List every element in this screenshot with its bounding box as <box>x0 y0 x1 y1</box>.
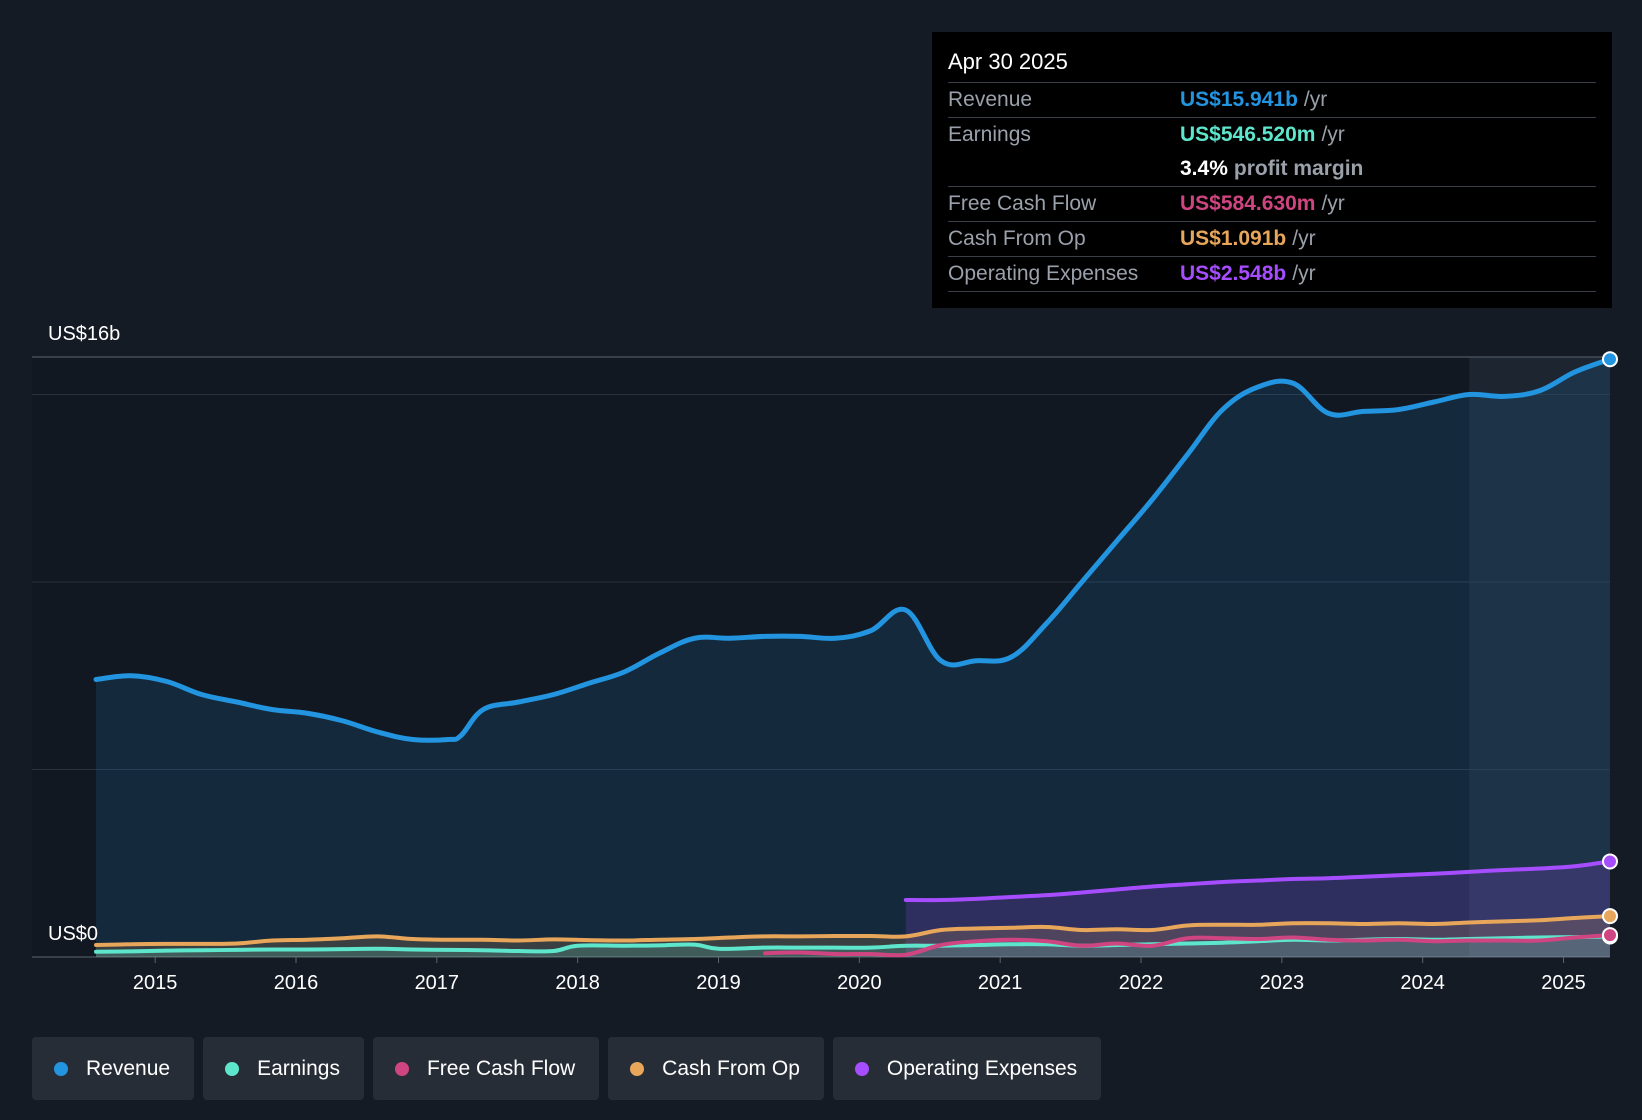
tooltip-value: US$1.091b <box>1180 227 1287 250</box>
free-cash-flow-line <box>762 933 1612 958</box>
x-tick-label: 2015 <box>133 972 178 994</box>
operating-expenses-end-point <box>1602 853 1618 870</box>
operating-expenses-area <box>905 861 1610 957</box>
legend-dot-icon <box>54 1061 68 1076</box>
legend-item-revenue[interactable]: Revenue <box>32 1037 195 1100</box>
legend-label: Earnings <box>257 1056 340 1080</box>
legend-dot-icon <box>630 1061 645 1076</box>
x-tick-label: 2017 <box>415 972 460 994</box>
y-axis-max-label: US$16b <box>48 323 120 345</box>
profit-margin-text: profit margin <box>1233 157 1364 180</box>
tooltip-unit: /yr <box>1321 192 1345 215</box>
tooltip-value: US$584.630m <box>1180 192 1316 215</box>
tooltip-row-fcf: Free Cash Flow US$584.630m /yr <box>948 187 1596 222</box>
tooltip-unit: /yr <box>1321 123 1345 146</box>
x-tick-label: 2024 <box>1400 972 1445 994</box>
tooltip-date: Apr 30 2025 <box>948 46 1596 83</box>
tooltip-label: Operating Expenses <box>948 262 1139 285</box>
tooltip-label: Cash From Op <box>948 227 1086 250</box>
legend-dot-icon <box>225 1061 240 1076</box>
x-tick-label: 2019 <box>696 972 741 994</box>
legend-item-free-cash-flow[interactable]: Free Cash Flow <box>372 1037 600 1100</box>
x-tick-label: 2022 <box>1119 972 1164 994</box>
revenue-end-point <box>1602 351 1618 368</box>
tooltip-row-opex: Operating Expenses US$2.548b /yr <box>948 257 1596 292</box>
tooltip-unit: /yr <box>1292 227 1316 250</box>
operating-expenses-line <box>903 859 1612 903</box>
tooltip-row-margin: 3.4% profit margin <box>948 152 1596 187</box>
tooltip-row-cfo: Cash From Op US$1.091b /yr <box>948 222 1596 257</box>
x-tick-label: 2025 <box>1541 972 1586 994</box>
cash-from-op-end-point <box>1602 908 1618 925</box>
x-tick-label: 2018 <box>555 972 600 994</box>
legend-item-cash-from-op[interactable]: Cash From Op <box>608 1037 824 1100</box>
legend-item-earnings[interactable]: Earnings <box>203 1037 364 1100</box>
highlight-region <box>1469 357 1610 957</box>
legend: Revenue Earnings Free Cash Flow Cash Fro… <box>32 1037 1102 1100</box>
plot-background <box>32 357 1610 957</box>
tooltip-unit: /yr <box>1292 262 1316 285</box>
x-tick-label: 2023 <box>1260 972 1305 994</box>
x-tick-label: 2016 <box>274 972 319 994</box>
tooltip-label: Free Cash Flow <box>948 192 1097 215</box>
legend-label: Free Cash Flow <box>426 1056 576 1080</box>
tooltip-panel: Apr 30 2025 Revenue US$15.941b /yr Earni… <box>932 32 1612 308</box>
revenue-area <box>96 359 1610 957</box>
x-tick-label: 2020 <box>837 972 882 994</box>
tooltip-value: US$546.520m <box>1180 123 1316 146</box>
cash-from-op-line <box>94 914 1612 947</box>
legend-label: Cash From Op <box>662 1056 800 1080</box>
tooltip-row-earnings: Earnings US$546.520m /yr <box>948 118 1596 152</box>
tooltip-row-revenue: Revenue US$15.941b /yr <box>948 83 1596 118</box>
free-cash-flow-end-point <box>1602 927 1618 944</box>
legend-dot-icon <box>854 1061 869 1076</box>
legend-item-operating-expenses[interactable]: Operating Expenses <box>832 1037 1102 1100</box>
y-axis-min-label: US$0 <box>48 923 98 945</box>
tooltip-label: Earnings <box>948 123 1031 146</box>
tooltip-value: US$2.548b <box>1180 262 1287 285</box>
legend-label: Revenue <box>86 1056 171 1080</box>
x-tick-label: 2021 <box>978 972 1023 994</box>
legend-dot-icon <box>394 1061 409 1076</box>
legend-label: Operating Expenses <box>886 1056 1078 1080</box>
tooltip-value: US$15.941b <box>1180 88 1298 111</box>
revenue-line <box>93 356 1613 743</box>
tooltip-label: Revenue <box>948 88 1033 111</box>
profit-margin-value: 3.4% <box>1180 157 1228 180</box>
tooltip-unit: /yr <box>1303 88 1328 111</box>
